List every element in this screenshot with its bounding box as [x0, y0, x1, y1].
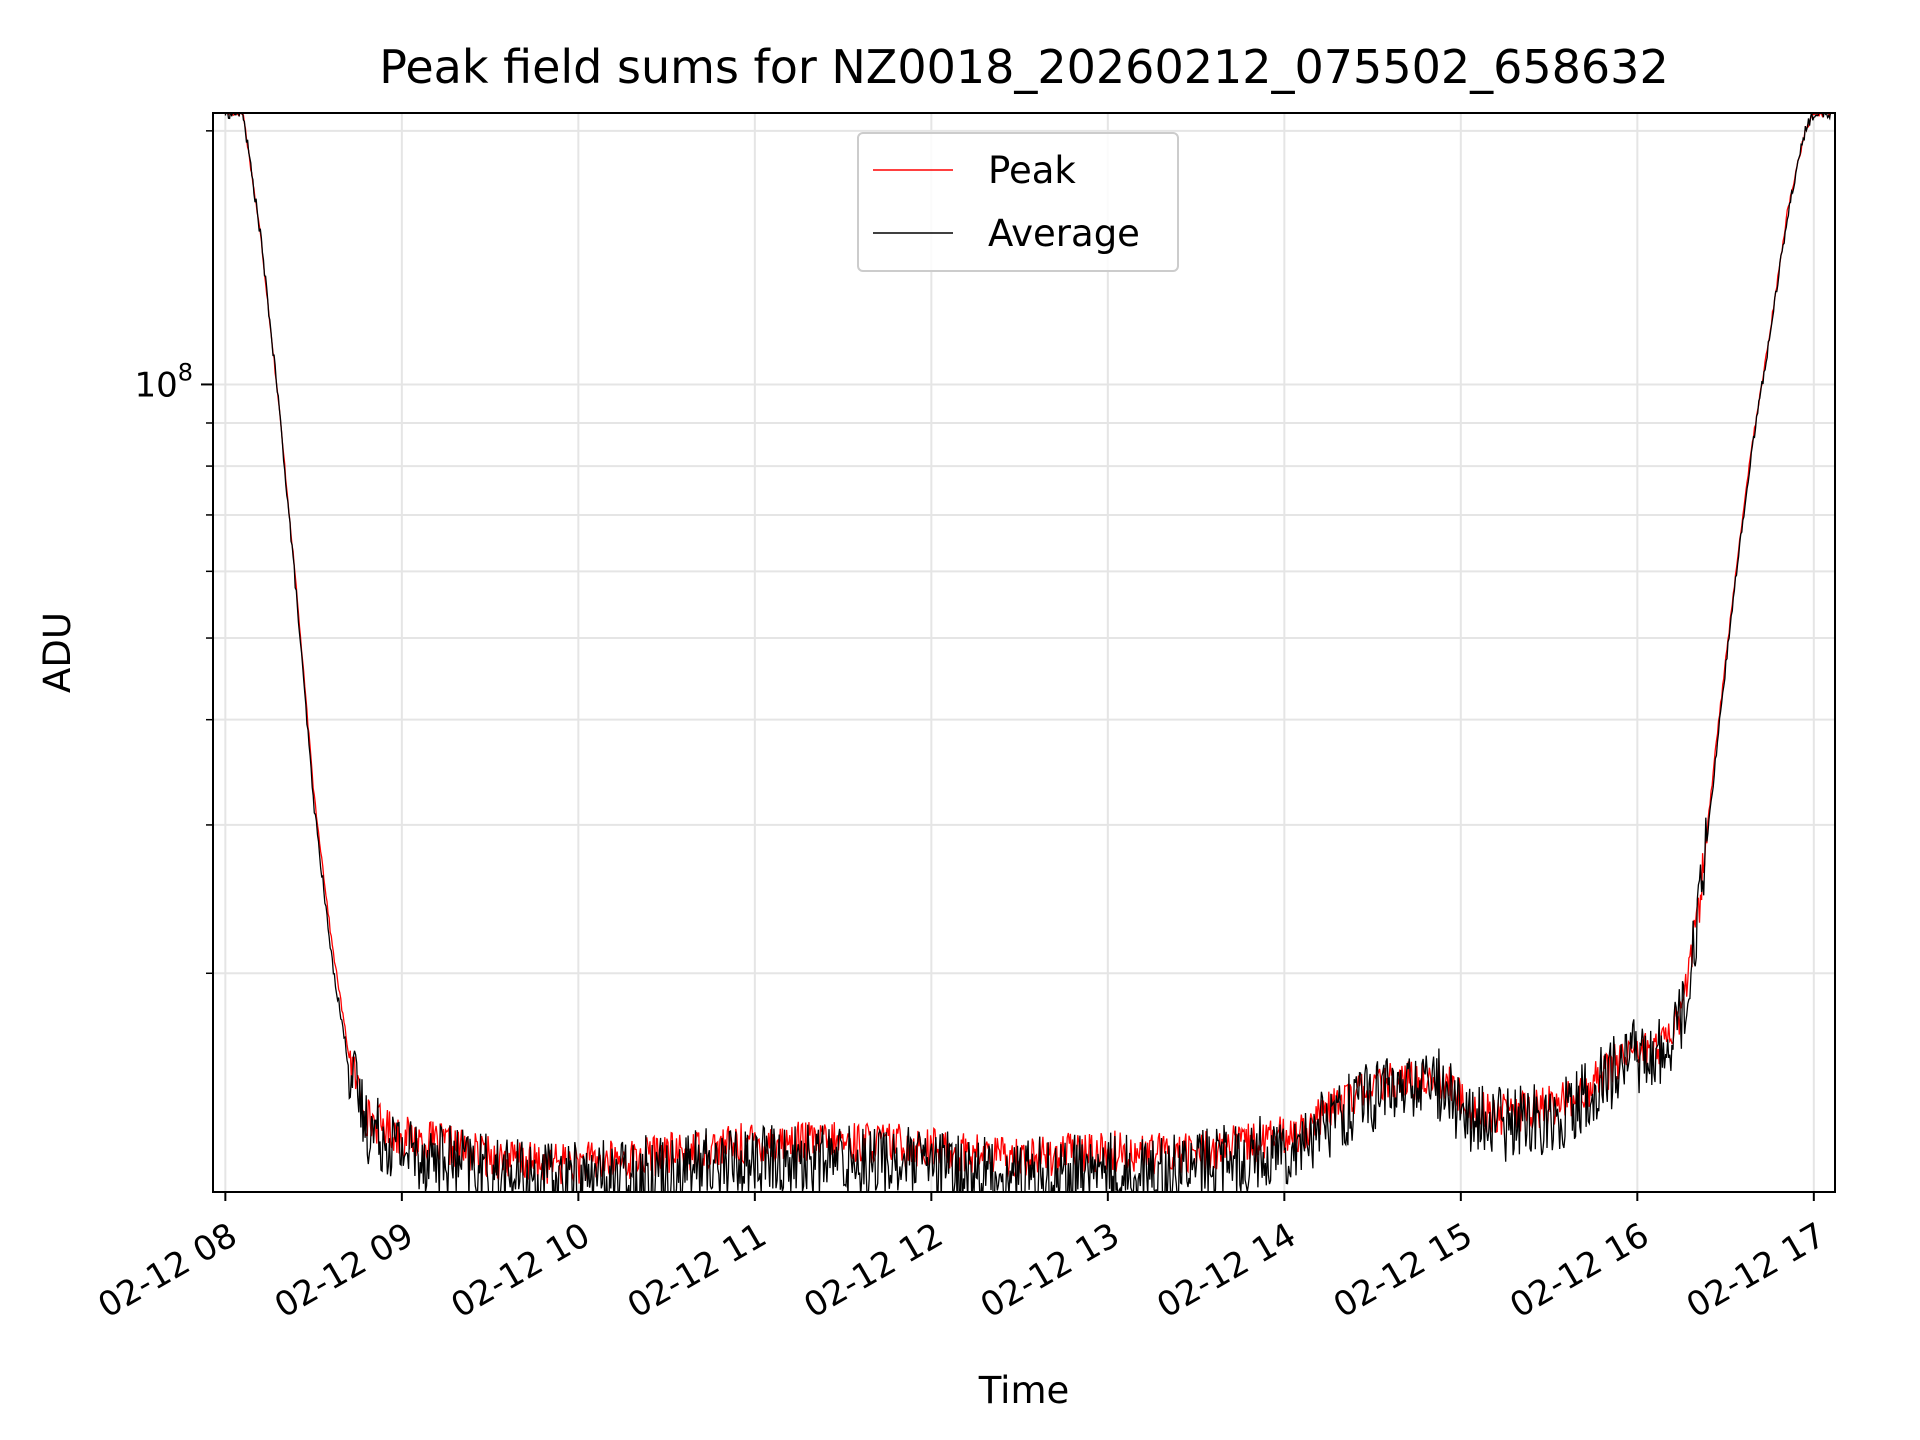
- series-line-average: [224, 113, 1832, 1192]
- y-axis: 108: [134, 130, 213, 975]
- y-tick-label: 108: [134, 358, 193, 405]
- series-layer: [224, 113, 1832, 1192]
- plot-frame: [212, 112, 1836, 1193]
- legend-box: [857, 132, 1179, 272]
- y-axis-label: ADU: [36, 612, 79, 693]
- x-axis-label: Time: [978, 1369, 1070, 1412]
- grid-layer: [213, 113, 1835, 1192]
- legend-label-peak: Peak: [988, 149, 1076, 192]
- chart-title: Peak field sums for NZ0018_20260212_0755…: [379, 40, 1668, 94]
- legend: Peak Average: [857, 132, 1179, 272]
- legend-label-average: Average: [988, 212, 1140, 255]
